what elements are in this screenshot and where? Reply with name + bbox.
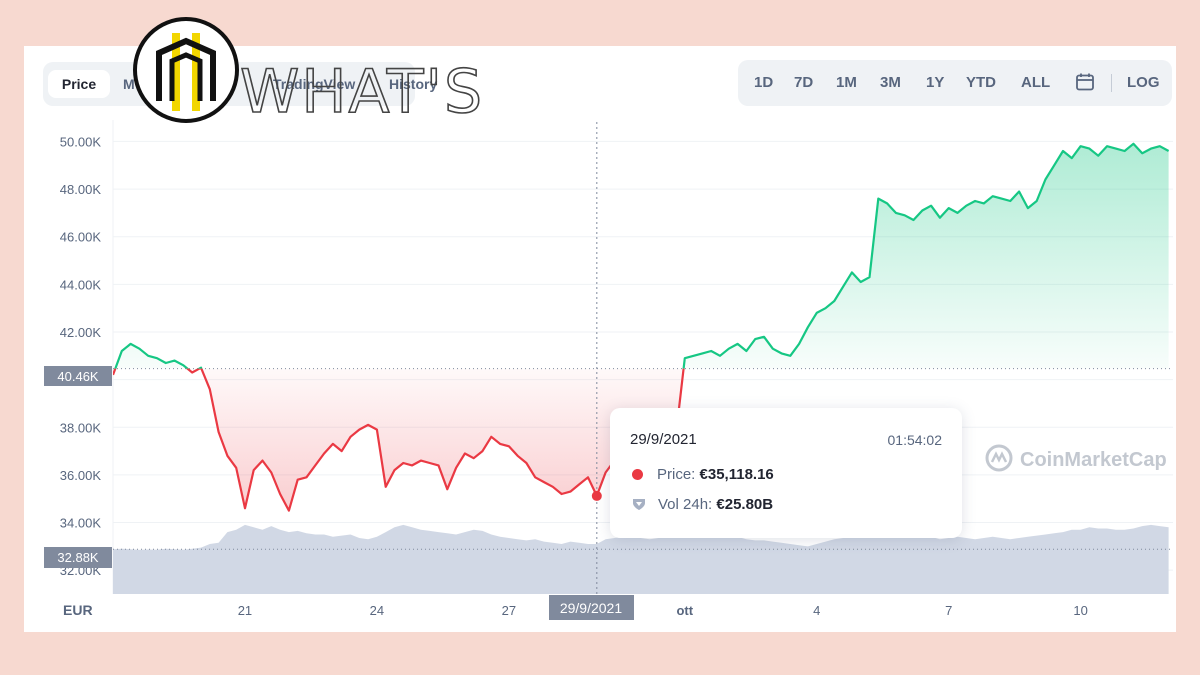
tooltip-price-label: Price: — [657, 466, 696, 483]
volume-area — [113, 524, 1169, 594]
x-tick-label: 27 — [502, 603, 516, 618]
log-scale-toggle[interactable]: LOG — [1127, 74, 1160, 91]
range-7d[interactable]: 7D — [794, 74, 814, 91]
volume-level-tag-text: 32.88K — [57, 550, 99, 565]
x-tick-label: 4 — [813, 603, 820, 618]
tooltip-volume-value: €25.80B — [716, 496, 774, 513]
price-line-up — [114, 142, 1170, 369]
open-price-tag: 40.46K — [44, 366, 112, 386]
x-tick-label: 21 — [238, 603, 252, 618]
tooltip-price-value: €35,118.16 — [699, 466, 774, 483]
range-all[interactable]: ALL — [1021, 74, 1051, 91]
range-3m[interactable]: 3M — [880, 74, 901, 91]
y-tick-label: 34.00K — [60, 516, 102, 531]
range-1d[interactable]: 1D — [754, 74, 774, 91]
whats-logo-icon — [133, 17, 239, 123]
price-fill-up — [113, 143, 1169, 369]
volume-shield-icon — [633, 499, 645, 510]
price-fill-down — [113, 368, 684, 511]
tooltip-volume-label: Vol 24h: — [658, 496, 713, 513]
x-tick-label: 10 — [1073, 603, 1087, 618]
y-tick-label: 42.00K — [60, 325, 102, 340]
tab-history[interactable]: History — [389, 76, 438, 92]
coinmarketcap-brand-text: CoinMarketCap — [1020, 449, 1167, 471]
x-tick-label: ott — [676, 603, 693, 618]
range-ytd[interactable]: YTD — [966, 74, 996, 91]
y-tick-label: 38.00K — [60, 420, 102, 435]
open-price-tag-text: 40.46K — [57, 369, 99, 384]
coinmarketcap-watermark: CoinMarketCap — [984, 443, 1167, 473]
price-tooltip: 29/9/2021 01:54:02 Price: €35,118.16 Vol… — [610, 408, 962, 538]
tab-market-cap[interactable]: M — [123, 76, 135, 92]
tooltip-volume-row: Vol 24h: €25.80B — [632, 496, 773, 513]
tooltip-time: 01:54:02 — [887, 432, 943, 448]
currency-label: EUR — [63, 602, 93, 618]
y-tick-label: 36.00K — [60, 468, 102, 483]
range-1m[interactable]: 1M — [836, 74, 857, 91]
y-tick-label: 48.00K — [60, 182, 102, 197]
time-range-selector: 1D 7D 1M 3M 1Y YTD ALL LOG — [738, 60, 1172, 106]
coinmarketcap-logo-icon — [985, 444, 1013, 472]
y-tick-label: 46.00K — [60, 230, 102, 245]
volume-level-tag: 32.88K — [44, 547, 112, 568]
y-tick-label: 50.00K — [60, 134, 102, 149]
range-1y[interactable]: 1Y — [926, 74, 945, 91]
x-tick-label: 24 — [370, 603, 384, 618]
range-divider — [1111, 74, 1112, 92]
crosshair-date-text: 29/9/2021 — [560, 600, 622, 616]
tooltip-date: 29/9/2021 — [630, 431, 697, 448]
tab-tradingview[interactable]: TradingView — [273, 76, 356, 92]
x-tick-label: 7 — [945, 603, 952, 618]
calendar-icon[interactable] — [1075, 72, 1095, 94]
tab-price[interactable]: Price — [48, 70, 110, 98]
crosshair-date-tag: 29/9/2021 — [549, 595, 634, 620]
hover-point — [591, 490, 602, 501]
tooltip-price-row: Price: €35,118.16 — [632, 466, 774, 483]
price-dot-icon — [632, 469, 643, 480]
y-tick-label: 44.00K — [60, 277, 102, 292]
